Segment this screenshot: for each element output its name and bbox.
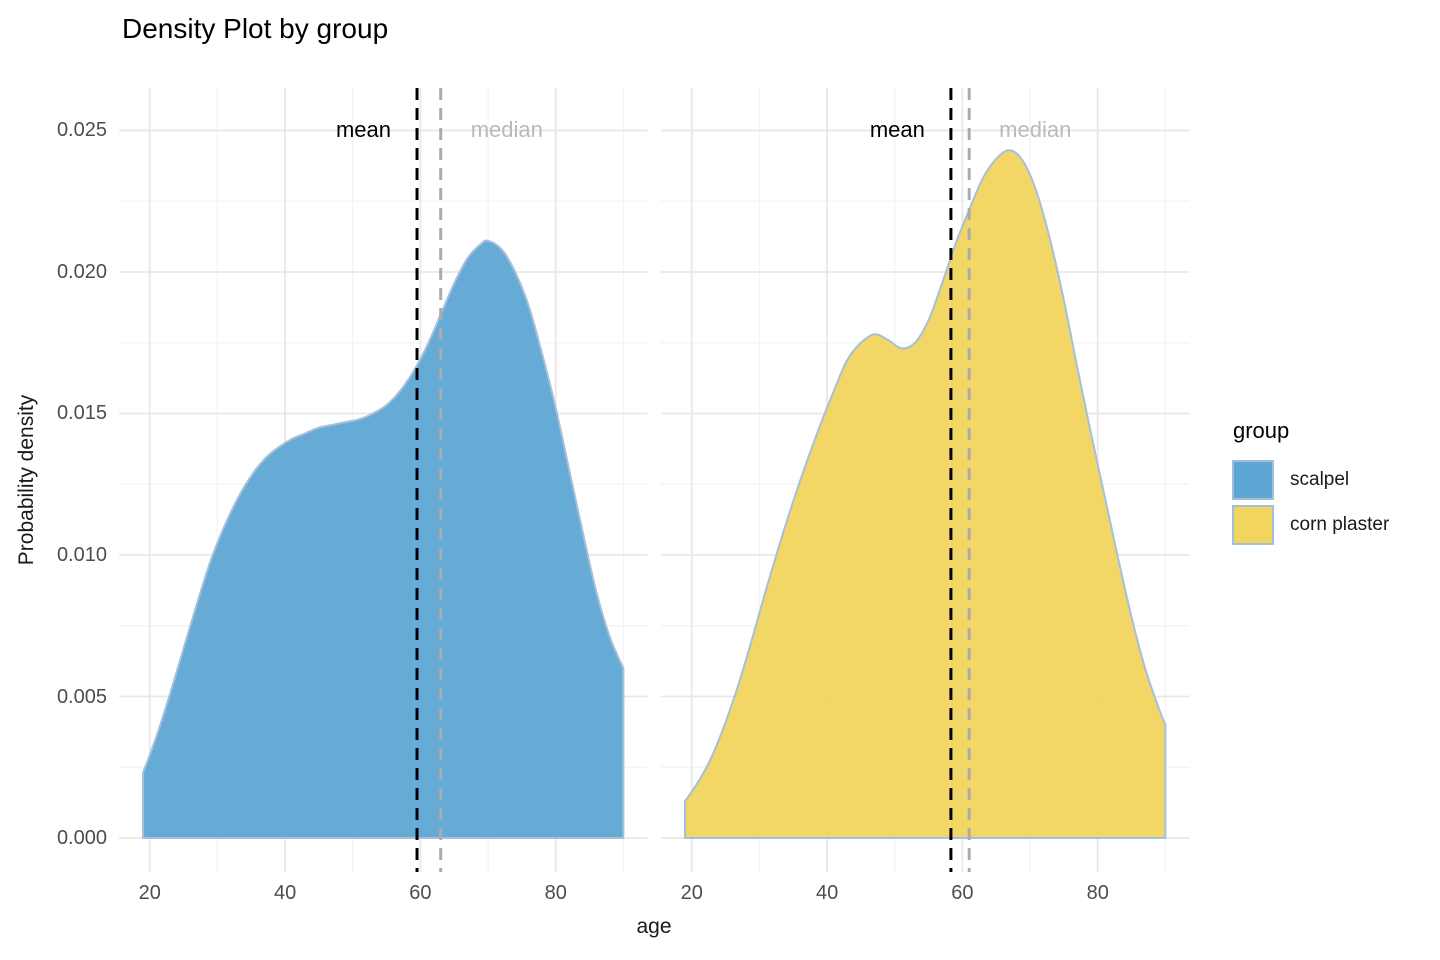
legend-item-corn-plaster: corn plaster [1232, 502, 1389, 547]
x-tick-label: 60 [951, 882, 974, 904]
density-curve-scalpel [142, 239, 625, 840]
x-tick-label: 40 [815, 882, 839, 904]
mean-label-scalpel: mean [335, 117, 392, 143]
density-curve-corn-plaster [684, 149, 1167, 840]
x-tick-label: 40 [273, 882, 297, 904]
legend-label-corn-plaster: corn plaster [1290, 513, 1390, 535]
legend-title: group [1233, 418, 1290, 443]
y-tick-label: 0.020 [56, 260, 107, 283]
y-tick-label: 0.000 [56, 827, 107, 850]
legend-item-scalpel: scalpel [1232, 457, 1389, 502]
x-tick-label: 20 [138, 882, 161, 904]
y-axis-title: Probability density [15, 394, 38, 566]
y-tick-label: 0.010 [56, 544, 107, 566]
page-title: Density Plot by group [122, 13, 389, 44]
x-tick-label: 80 [544, 882, 567, 904]
median-label-corn-plaster: median [999, 117, 1072, 143]
legend-swatch-corn-plaster [1232, 504, 1274, 545]
legend-swatch-scalpel [1232, 459, 1274, 500]
x-tick-label: 20 [680, 882, 703, 904]
x-tick-label: 60 [409, 882, 432, 904]
y-tick-label: 0.005 [56, 685, 107, 708]
y-tick-label: 0.015 [56, 402, 107, 425]
median-label-scalpel: median [470, 117, 543, 143]
x-axis-title: age [636, 915, 672, 938]
legend: group scalpel corn plaster [1232, 418, 1389, 547]
mean-label-corn-plaster: mean [869, 117, 925, 143]
x-tick-label: 80 [1086, 882, 1109, 904]
y-tick-label: 0.025 [56, 119, 107, 142]
legend-label-scalpel: scalpel [1290, 468, 1350, 490]
